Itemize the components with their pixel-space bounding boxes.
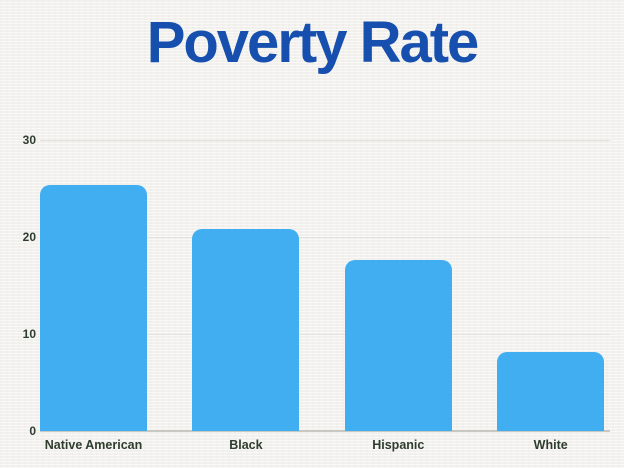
y-tick-label: 20 <box>22 230 36 244</box>
gridline <box>40 334 610 335</box>
gridline <box>40 237 610 238</box>
y-tick-label: 0 <box>29 424 36 438</box>
x-axis-label: White <box>533 438 568 452</box>
x-axis-line <box>40 430 610 432</box>
bar <box>344 260 452 431</box>
x-axis-label: Native American <box>44 438 143 452</box>
y-tick-label: 10 <box>22 327 36 341</box>
bar <box>497 352 605 431</box>
bar <box>40 184 147 431</box>
x-axis-label: Hispanic <box>372 438 425 452</box>
chart-title: Poverty Rate <box>146 10 480 75</box>
bar <box>192 229 300 431</box>
x-axis-label: Black <box>229 438 263 452</box>
y-tick-label: 30 <box>22 133 36 147</box>
gridline <box>40 140 610 141</box>
